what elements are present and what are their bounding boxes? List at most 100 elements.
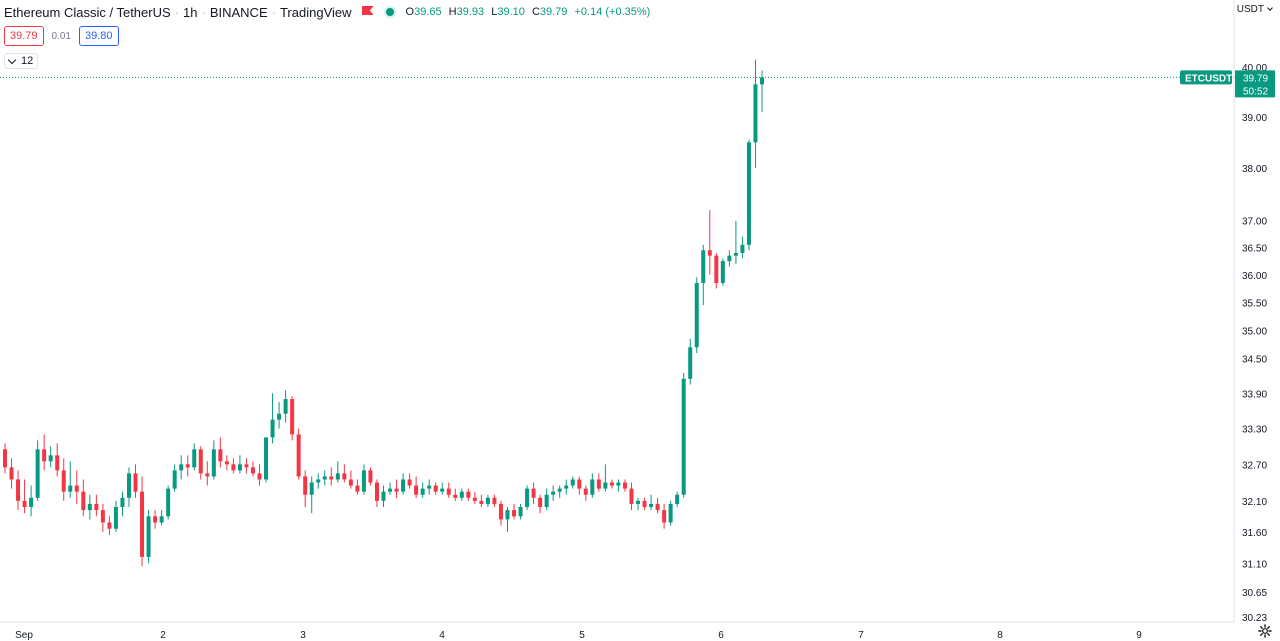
candle-body <box>388 488 393 492</box>
candle-body <box>329 476 334 480</box>
candle-body <box>113 507 118 529</box>
symbol-label-box <box>1180 70 1232 85</box>
candle-body <box>681 378 686 495</box>
y-tick-label: 38.00 <box>1242 164 1267 175</box>
candle-body <box>512 510 517 517</box>
candle-body <box>701 250 706 283</box>
candle-body <box>446 488 451 495</box>
indicators-toggle-button[interactable]: 12 <box>4 53 39 69</box>
candle-body <box>401 479 406 492</box>
candle-body <box>662 510 667 523</box>
candle-body <box>61 470 66 492</box>
candle-body <box>636 500 641 504</box>
candle-body <box>459 491 464 498</box>
candle-body <box>472 497 477 501</box>
source-label: TradingView <box>279 4 352 20</box>
candle-body <box>283 399 288 414</box>
candle-body <box>257 473 262 480</box>
candle-body <box>316 479 321 483</box>
candle-body <box>192 449 197 468</box>
candle-body <box>348 479 353 486</box>
chevron-down-icon <box>1267 5 1273 11</box>
candle-body <box>290 399 295 435</box>
exchange-label: BINANCE <box>209 4 268 20</box>
market-status-dot-icon[interactable] <box>383 6 396 18</box>
candle-body <box>622 482 627 489</box>
candle-body <box>231 464 236 471</box>
price-axis[interactable]: 40.00 39.00 38.00 37.00 36.50 36.00 35.50 35.00… <box>1242 63 1267 624</box>
candle-body <box>427 485 432 489</box>
buy-button[interactable]: 39.80 <box>79 26 119 46</box>
candle-body <box>74 485 79 492</box>
indicators-count: 12 <box>21 55 34 67</box>
low-value: 39.10 <box>497 6 525 18</box>
x-tick-label: 6 <box>718 630 724 641</box>
candle-body <box>244 464 249 468</box>
candle-body <box>68 485 73 492</box>
candle-body <box>29 497 34 508</box>
candle-body <box>381 491 386 501</box>
candle-body <box>596 479 601 489</box>
y-tick-label: 35.00 <box>1242 326 1267 337</box>
open-key: O <box>405 6 415 18</box>
candle-body <box>211 449 216 477</box>
spread-value: 0.01 <box>51 30 71 42</box>
x-tick-label: 9 <box>1136 630 1142 641</box>
candle-body <box>583 488 588 495</box>
y-tick-label: 34.50 <box>1242 355 1267 366</box>
last-price-labels: ETCUSDT 39.79 50:52 <box>1180 70 1275 98</box>
candle-body <box>355 485 360 492</box>
time-axis[interactable]: Sep 2 3 4 5 6 7 8 9 <box>15 630 1142 641</box>
candle-body <box>250 467 255 474</box>
y-tick-label: 33.30 <box>1242 424 1267 435</box>
candle-body <box>87 503 92 511</box>
candle-body <box>577 479 582 489</box>
candle-body <box>570 479 575 486</box>
candle-body <box>694 282 699 348</box>
candle-body <box>649 503 654 508</box>
countdown-label: 50:52 <box>1243 86 1268 97</box>
candle-body <box>720 261 725 283</box>
candle-body <box>453 494 458 498</box>
candle-body <box>590 479 595 495</box>
candle-body <box>42 449 47 462</box>
x-tick-label: Sep <box>15 630 33 641</box>
candle-body <box>394 488 399 492</box>
sell-button[interactable]: 39.79 <box>4 26 44 46</box>
gear-icon[interactable] <box>1258 624 1272 638</box>
chart-header: Ethereum Classic / TetherUS · 1h · BINAN… <box>4 4 654 20</box>
symbol-title[interactable]: Ethereum Classic / TetherUS <box>4 4 171 20</box>
candle-body <box>655 503 660 511</box>
candle-body <box>368 470 373 483</box>
header-separator: · <box>174 4 180 20</box>
candle-body <box>159 516 164 523</box>
candle-body <box>557 488 562 492</box>
candle-body <box>335 473 340 480</box>
close-value: 39.79 <box>539 6 568 18</box>
candle-body <box>48 455 53 462</box>
interval-label[interactable]: 1h <box>183 4 198 20</box>
flag-icon[interactable] <box>362 6 374 18</box>
open-value: 39.65 <box>414 6 442 18</box>
y-tick-label: 36.50 <box>1242 244 1267 255</box>
candle-body <box>531 488 536 498</box>
chevron-down-icon <box>7 55 17 64</box>
y-tick-label: 32.10 <box>1242 497 1267 508</box>
currency-label: USDT <box>1236 4 1264 15</box>
candle-body <box>707 250 712 256</box>
candle-body <box>374 482 379 501</box>
change-value: +0.14 (+0.35%) <box>574 6 651 18</box>
candle-body <box>727 255 732 262</box>
y-tick-label: 37.00 <box>1242 217 1267 228</box>
candle-body <box>303 476 308 495</box>
y-tick-label: 31.60 <box>1242 528 1267 539</box>
ohlc-legend: O39.65 H39.93 L39.10 C39.79 +0.14 (+0.35… <box>406 6 655 18</box>
candle-body <box>492 497 497 504</box>
candle-body <box>485 497 490 504</box>
candle-body <box>277 413 282 420</box>
currency-selector[interactable]: USDT <box>1236 4 1273 15</box>
candle-body <box>525 488 530 508</box>
x-tick-label: 3 <box>300 630 306 641</box>
candle-body <box>107 522 112 529</box>
